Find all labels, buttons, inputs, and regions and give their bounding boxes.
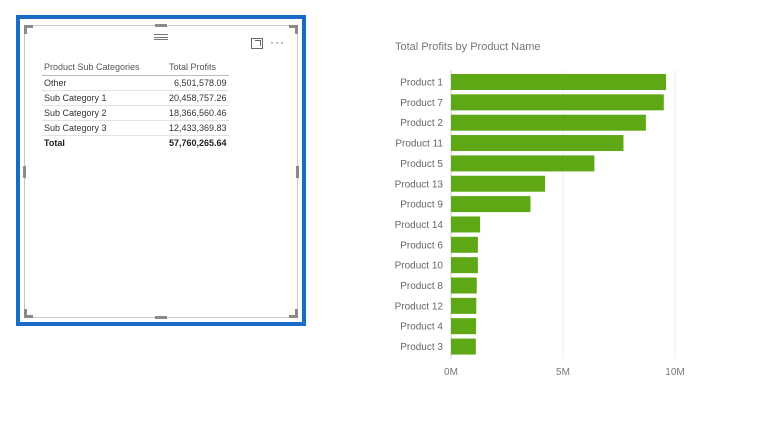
bar[interactable]	[451, 257, 478, 274]
bar[interactable]	[451, 74, 667, 90]
row-profit: 18,366,560.46	[155, 105, 229, 121]
x-tick-label: 5M	[556, 367, 570, 378]
total-profit: 57,760,265.64	[169, 138, 227, 148]
x-tick-label: 0M	[444, 367, 458, 378]
bar[interactable]	[451, 135, 624, 152]
category-label: Product 9	[400, 200, 443, 211]
bar[interactable]	[451, 175, 546, 192]
bar[interactable]	[451, 114, 646, 131]
resize-handle-top-left[interactable]	[24, 25, 33, 34]
table-row: Sub Category 2 18,366,560.46	[42, 105, 229, 121]
category-label: Product 1	[400, 78, 443, 89]
category-label: Product 11	[395, 139, 443, 150]
resize-handle-bottom-right[interactable]	[289, 309, 298, 318]
drag-handle-icon[interactable]	[154, 34, 168, 40]
row-category: Sub Category 2	[42, 105, 155, 121]
bar[interactable]	[451, 94, 664, 111]
resize-handle-top[interactable]	[155, 24, 167, 27]
category-label: Product 13	[395, 179, 444, 190]
visual-frame: ··· Product Sub Categories Total Profits…	[23, 24, 299, 319]
category-label: Product 3	[400, 342, 443, 353]
table-row: Sub Category 1 20,458,757.26	[42, 90, 229, 106]
column-header-total-profits[interactable]: Total Profits	[155, 60, 229, 76]
bar[interactable]	[451, 297, 477, 314]
row-category: Other	[42, 75, 155, 91]
resize-handle-top-right[interactable]	[289, 25, 298, 34]
resize-handle-right[interactable]	[296, 165, 299, 178]
category-label: Product 6	[400, 240, 443, 251]
category-label: Product 12	[395, 301, 444, 312]
total-label: Total	[44, 138, 65, 148]
resize-handle-bottom[interactable]	[155, 316, 167, 319]
row-category: Sub Category 3	[42, 120, 155, 136]
row-category: Sub Category 1	[42, 90, 155, 106]
table-total-row: Total 57,760,265.64	[42, 136, 229, 151]
resize-handle-bottom-left[interactable]	[24, 309, 33, 318]
category-label: Product 5	[400, 159, 443, 170]
bar-chart: Product 1 Product 7 Product 2 Product 11 Pro…	[395, 69, 685, 378]
category-label: Product 8	[400, 281, 443, 292]
row-profit: 12,433,369.83	[155, 120, 229, 136]
table-header-row: Product Sub Categories Total Profits	[42, 60, 229, 76]
resize-handle-left[interactable]	[23, 165, 26, 178]
focus-mode-icon[interactable]	[251, 38, 263, 49]
bar[interactable]	[451, 277, 477, 294]
row-profit: 20,458,757.26	[155, 90, 229, 106]
category-label: Product 4	[400, 322, 443, 333]
bar[interactable]	[451, 196, 531, 213]
column-header-sub-categories[interactable]: Product Sub Categories	[42, 60, 155, 76]
bar[interactable]	[451, 338, 476, 355]
more-options-icon[interactable]: ···	[270, 35, 285, 49]
row-profit: 6,501,578.09	[155, 75, 229, 91]
bar[interactable]	[451, 318, 477, 335]
category-label: Product 14	[395, 220, 444, 231]
x-tick-label: 10M	[665, 367, 684, 378]
table-row: Other 6,501,578.09	[42, 75, 229, 91]
category-label: Product 10	[395, 261, 444, 272]
category-label: Product 7	[400, 98, 443, 109]
bar[interactable]	[451, 216, 481, 233]
bar[interactable]	[451, 155, 595, 172]
bar[interactable]	[451, 236, 478, 253]
chart-title: Total Profits by Product Name	[395, 41, 541, 53]
table-visual[interactable]: ··· Product Sub Categories Total Profits…	[16, 15, 306, 326]
category-label: Product 2	[400, 118, 443, 129]
profits-table: Product Sub Categories Total Profits Oth…	[42, 60, 229, 150]
table-row: Sub Category 3 12,433,369.83	[42, 120, 229, 136]
